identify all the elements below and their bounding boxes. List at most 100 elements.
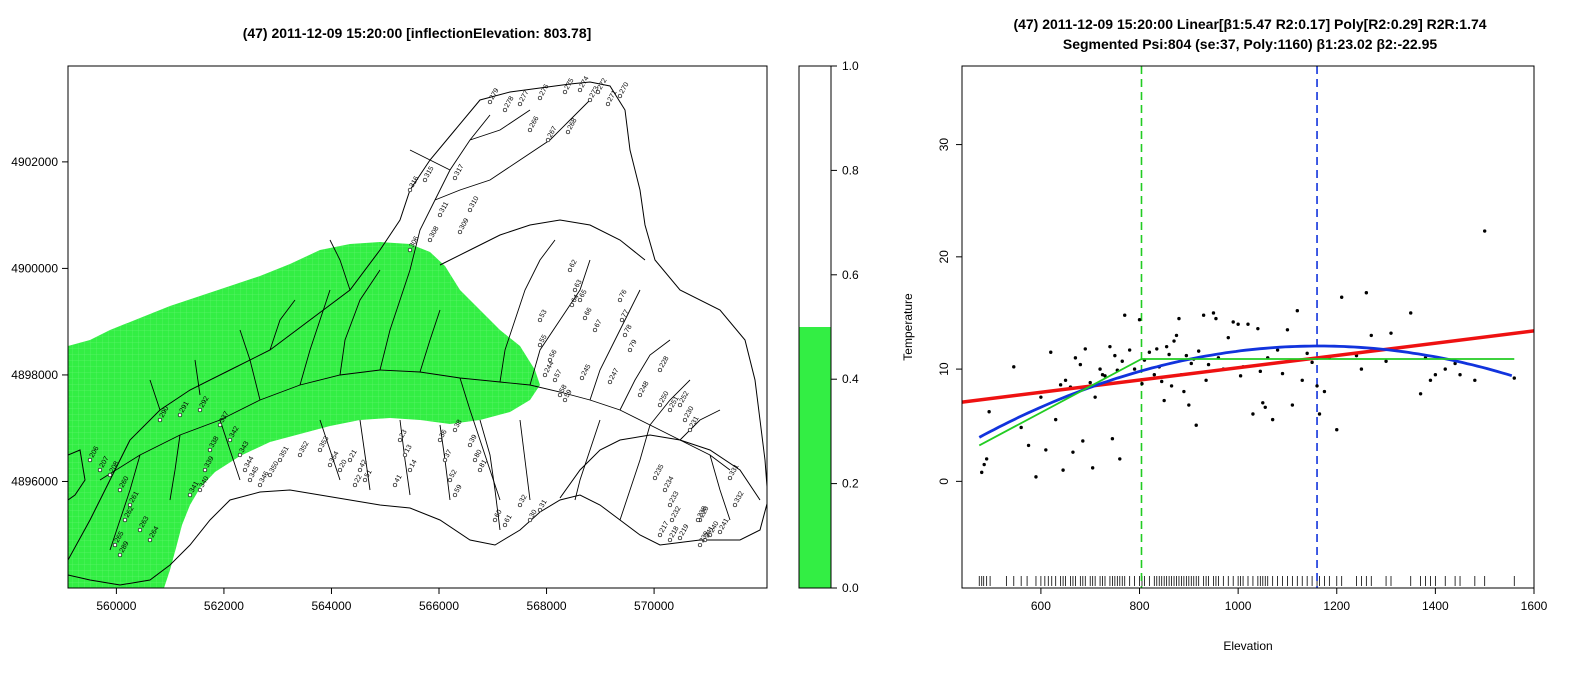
- data-point: [1322, 389, 1327, 394]
- data-point: [1194, 423, 1198, 427]
- site-marker: [392, 482, 398, 488]
- data-point: [1428, 378, 1433, 383]
- colorbar-tick-label: 0.0: [842, 581, 859, 595]
- data-point: [1305, 351, 1309, 356]
- data-point: [1290, 403, 1295, 407]
- site-marker: [652, 475, 658, 481]
- data-point: [1063, 378, 1068, 383]
- site-marker: [732, 502, 738, 508]
- site-label: 30: [529, 509, 539, 519]
- colorbar-tick-label: 0.2: [842, 477, 859, 491]
- site-marker: [667, 502, 673, 508]
- site-marker: [637, 392, 643, 398]
- site-label: 31: [539, 499, 549, 509]
- site-marker: [617, 297, 623, 303]
- data-point: [1295, 309, 1300, 313]
- map-y-tick-label: 4898000: [11, 368, 58, 382]
- site-marker: [127, 502, 133, 508]
- site-marker: [217, 422, 223, 428]
- site-label: 270: [619, 81, 631, 95]
- site-marker: [452, 427, 458, 433]
- site-label: 292: [199, 395, 211, 409]
- chart-subtitle: Segmented Psi:804 (se:37, Poly:1160) β1:…: [1063, 36, 1437, 52]
- site-marker: [407, 187, 413, 193]
- data-point: [1078, 362, 1083, 367]
- x-axis-label: Elevation: [1223, 639, 1272, 653]
- map-title: (47) 2011-12-09 15:20:00 [inflectionElev…: [243, 25, 592, 41]
- site-label: 274: [579, 75, 591, 89]
- site-marker: [147, 537, 153, 543]
- site-label: 233: [669, 490, 681, 504]
- site-marker: [197, 407, 203, 413]
- site-marker: [297, 452, 303, 458]
- site-label: 354: [329, 450, 341, 464]
- site-marker: [605, 101, 611, 107]
- site-label: 310: [469, 195, 481, 209]
- site-marker: [422, 177, 428, 183]
- site-marker: [117, 552, 123, 558]
- data-point: [1256, 326, 1260, 331]
- x-tick-label: 1600: [1521, 599, 1548, 613]
- map-x-tick-label: 564000: [311, 599, 351, 613]
- site-marker: [537, 317, 543, 323]
- site-marker: [695, 517, 701, 523]
- data-point: [1093, 395, 1097, 399]
- site-marker: [565, 129, 571, 135]
- site-marker: [682, 417, 688, 423]
- site-marker: [582, 315, 588, 321]
- site-label: 218: [669, 525, 681, 539]
- site-label: 353: [319, 435, 331, 449]
- site-label: 279: [489, 87, 501, 101]
- data-point: [1177, 316, 1181, 321]
- site-marker: [227, 437, 233, 443]
- data-point: [1103, 374, 1107, 378]
- site-marker: [562, 89, 568, 95]
- colorbar-tick-label: 0.8: [842, 163, 859, 177]
- site-marker: [547, 357, 553, 363]
- data-point: [1238, 374, 1243, 378]
- site-label: 230: [684, 405, 696, 419]
- site-label: 217: [659, 520, 671, 534]
- colorbar-tick-label: 1.0: [842, 59, 859, 73]
- basin-outline: [68, 81, 767, 586]
- data-point: [1211, 311, 1216, 315]
- y-tick-label: 0: [937, 478, 951, 485]
- site-marker: [527, 517, 533, 523]
- site-label: 252: [679, 390, 691, 404]
- site-marker: [327, 462, 333, 468]
- site-label: 37: [444, 449, 454, 459]
- site-label: 345: [249, 465, 261, 479]
- data-point: [1155, 347, 1159, 351]
- site-label: 264: [149, 525, 161, 539]
- site-label: 77: [621, 309, 631, 319]
- data-point: [1339, 295, 1344, 299]
- site-label: 309: [459, 217, 471, 231]
- site-label: 238: [697, 505, 709, 519]
- site-marker: [592, 327, 598, 333]
- site-marker: [567, 267, 573, 273]
- data-point: [1206, 362, 1211, 367]
- site-label: 262: [124, 505, 136, 519]
- site-label: 266: [529, 115, 541, 129]
- site-label: 67: [594, 319, 604, 329]
- site-label: 268: [567, 117, 579, 131]
- site-marker: [669, 517, 675, 523]
- site-marker: [207, 447, 213, 453]
- site-marker: [662, 487, 668, 493]
- x-tick-label: 1400: [1422, 599, 1449, 613]
- data-point: [1275, 348, 1280, 352]
- colorbar-fill: [799, 327, 831, 588]
- data-point: [1285, 328, 1290, 332]
- site-label: 343: [239, 440, 251, 454]
- site-marker: [717, 529, 723, 535]
- site-label: 14: [409, 459, 419, 469]
- site-label: 342: [229, 425, 241, 439]
- data-point: [1196, 349, 1201, 353]
- site-marker: [257, 482, 263, 488]
- site-label: 271: [607, 89, 619, 103]
- data-point: [1169, 384, 1174, 388]
- data-point: [1123, 313, 1127, 317]
- data-point: [1167, 352, 1171, 357]
- colorbar-tick-label: 0.4: [842, 372, 859, 386]
- site-label: 331: [729, 463, 741, 477]
